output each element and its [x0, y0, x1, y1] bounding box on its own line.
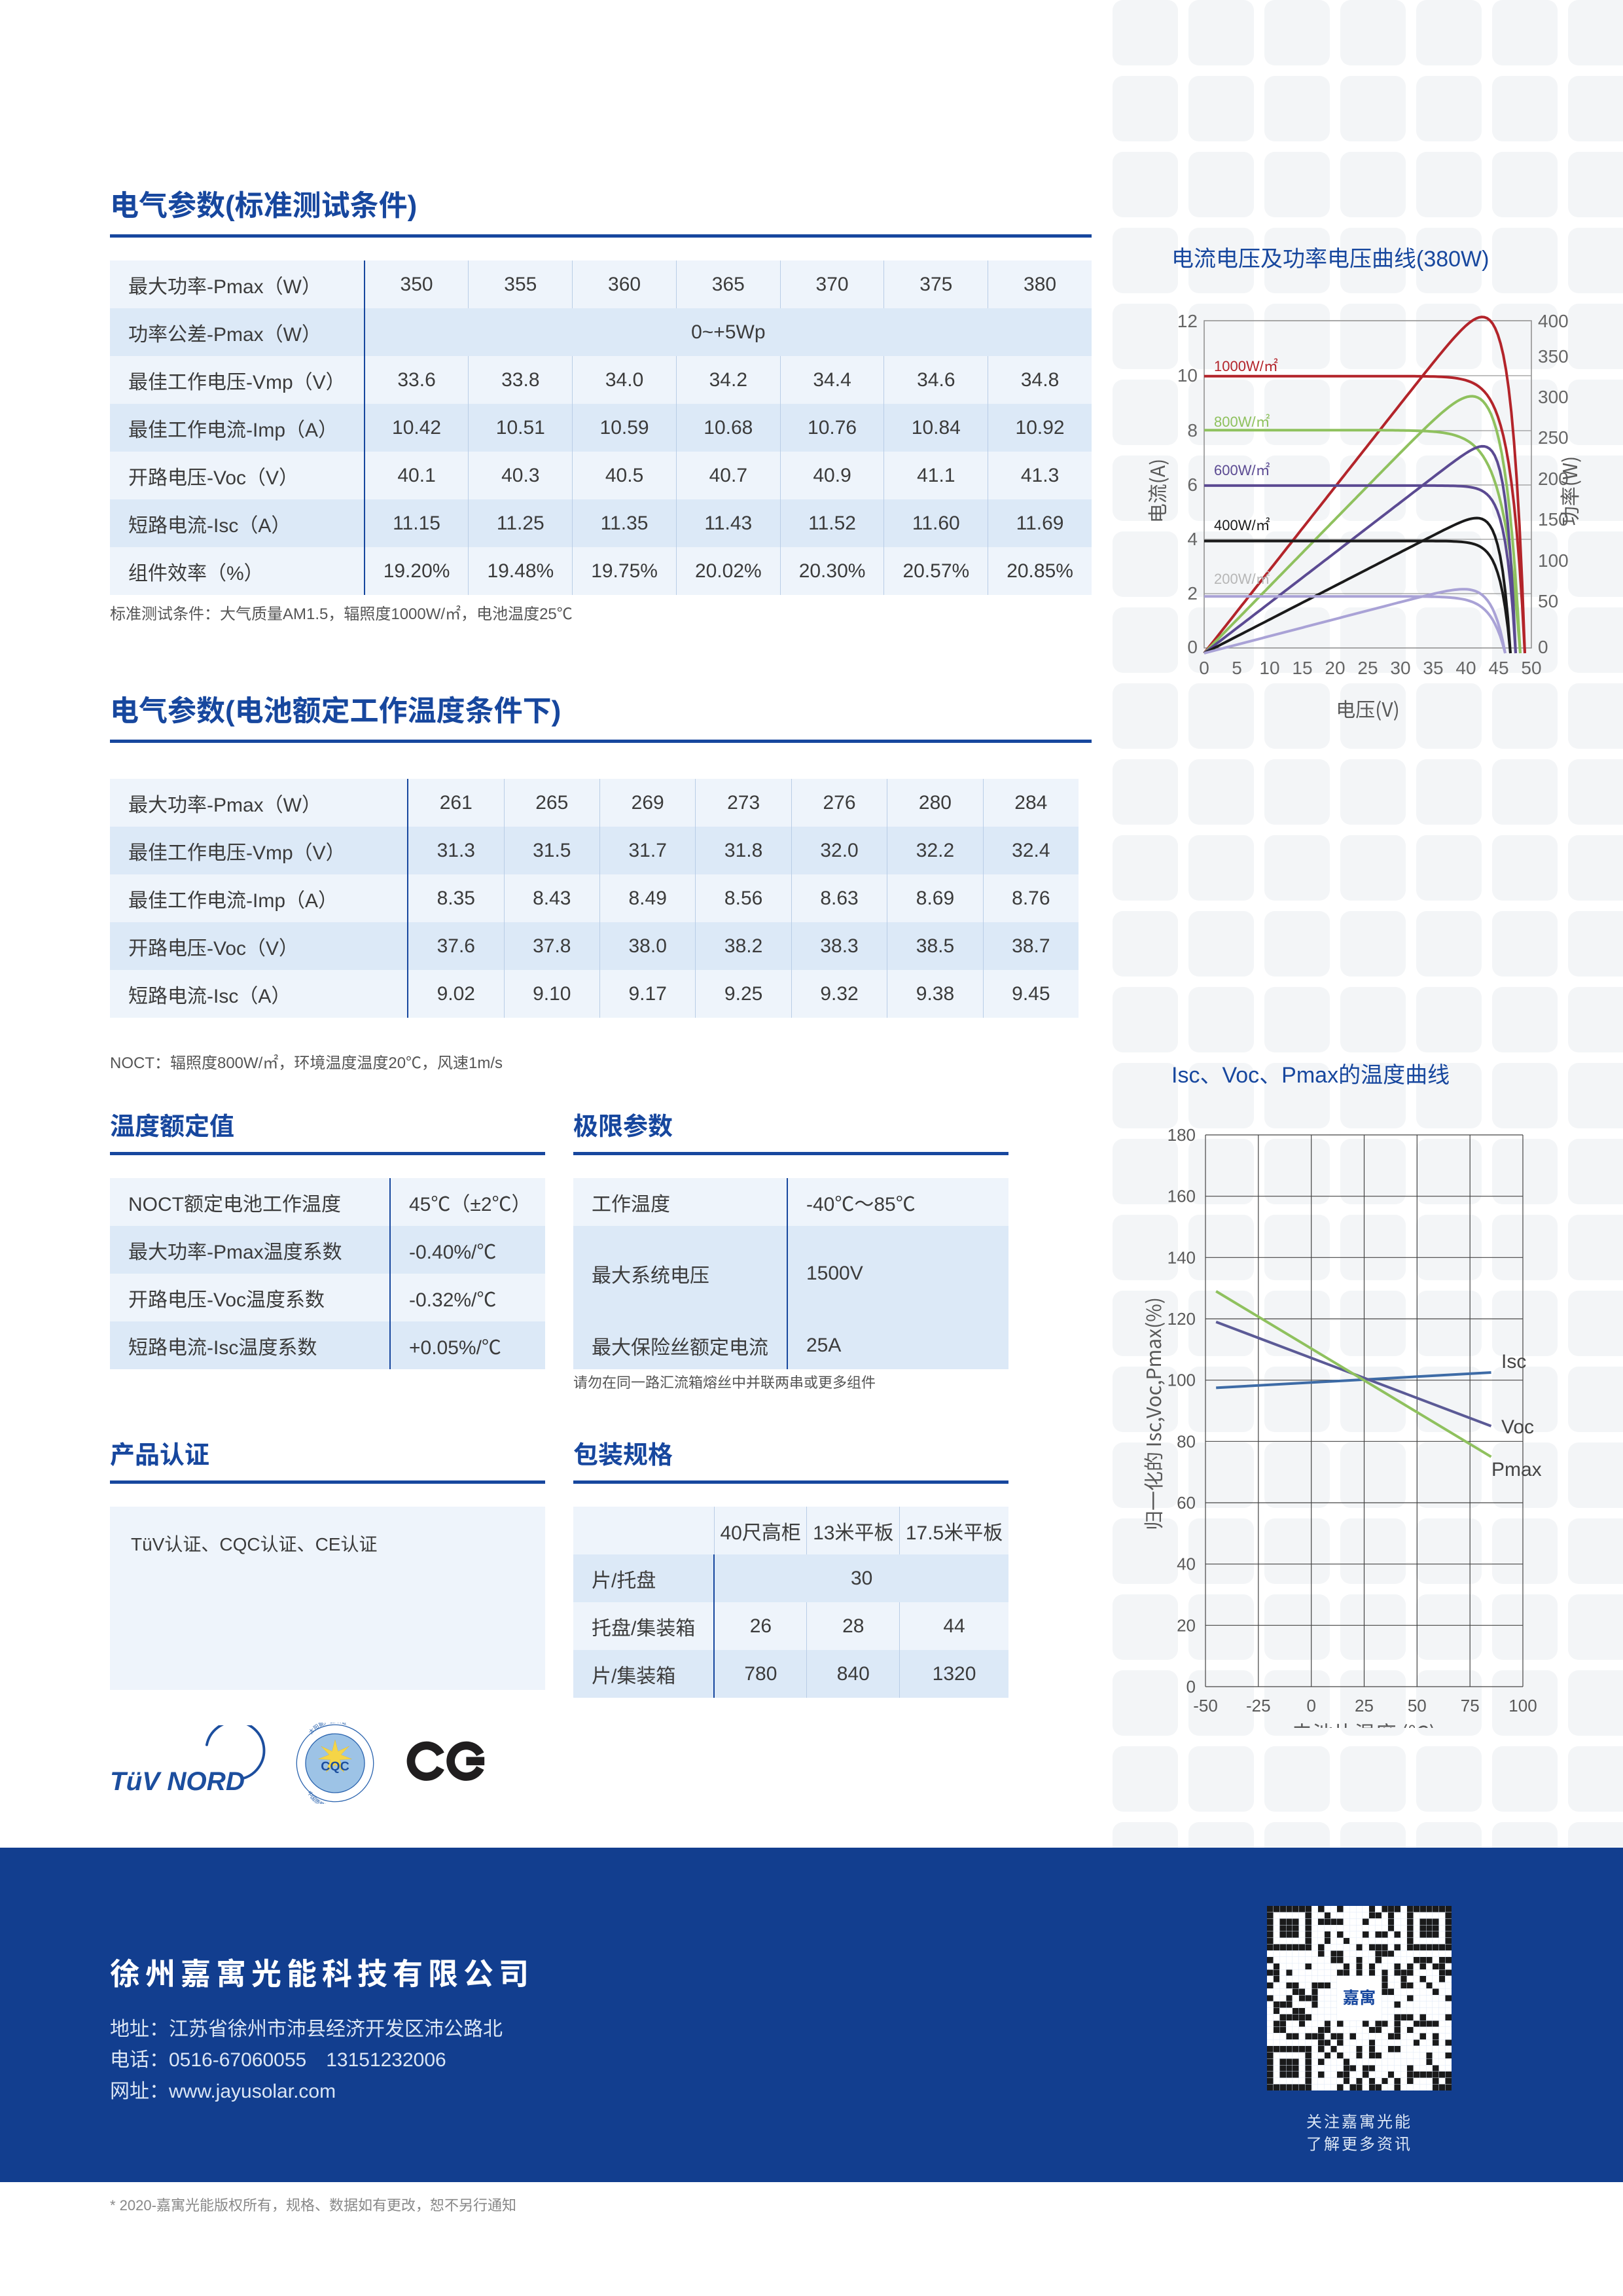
- svg-text:20: 20: [1177, 1615, 1196, 1635]
- svg-text:8: 8: [1187, 420, 1198, 440]
- svg-text:180: 180: [1168, 1125, 1196, 1145]
- svg-text:45: 45: [1488, 658, 1508, 678]
- svg-text:0: 0: [1186, 1677, 1196, 1696]
- svg-text:-25: -25: [1246, 1696, 1271, 1715]
- svg-text:归一化的 Isc,Voc,Pmax(%): 归一化的 Isc,Voc,Pmax(%): [1138, 1297, 1167, 1530]
- svg-text:100: 100: [1508, 1696, 1537, 1715]
- svg-text:40: 40: [1455, 658, 1476, 678]
- svg-text:50: 50: [1521, 658, 1541, 678]
- svg-text:0: 0: [1187, 637, 1198, 657]
- svg-text:60: 60: [1177, 1493, 1196, 1513]
- svg-text:Voc: Voc: [1501, 1416, 1534, 1438]
- svg-text:75: 75: [1461, 1696, 1480, 1715]
- svg-text:嘉寓: 嘉寓: [1343, 1985, 1376, 2009]
- svg-text:80: 80: [1177, 1431, 1196, 1451]
- svg-text:25: 25: [1355, 1696, 1374, 1715]
- svg-text:400: 400: [1538, 311, 1569, 331]
- svg-text:20: 20: [1325, 658, 1345, 678]
- svg-text:50: 50: [1538, 591, 1558, 611]
- svg-text:5: 5: [1232, 658, 1242, 678]
- svg-text:250: 250: [1538, 427, 1569, 448]
- svg-text:100: 100: [1538, 550, 1569, 571]
- svg-text:25: 25: [1357, 658, 1378, 678]
- svg-text:40: 40: [1177, 1554, 1196, 1574]
- svg-text:电池片温度 (℃): 电池片温度 (℃): [1292, 1717, 1436, 1728]
- svg-text:功率(W): 功率(W): [1554, 456, 1583, 526]
- svg-text:200W/㎡: 200W/㎡: [1214, 571, 1270, 587]
- svg-text:50: 50: [1408, 1696, 1427, 1715]
- svg-text:160: 160: [1168, 1187, 1196, 1206]
- svg-text:电压(V): 电压(V): [1336, 694, 1400, 723]
- svg-text:800W/㎡: 800W/㎡: [1214, 414, 1270, 430]
- svg-text:CQC: CQC: [321, 1759, 349, 1774]
- svg-text:120: 120: [1168, 1309, 1196, 1329]
- svg-text:6: 6: [1187, 475, 1198, 495]
- svg-text:TüV NORD: TüV NORD: [110, 1767, 245, 1796]
- svg-text:1000W/㎡: 1000W/㎡: [1214, 358, 1278, 374]
- svg-text:12: 12: [1177, 311, 1198, 331]
- svg-text:15: 15: [1292, 658, 1312, 678]
- svg-text:0: 0: [1199, 658, 1209, 678]
- svg-text:140: 140: [1168, 1247, 1196, 1267]
- svg-text:300: 300: [1538, 387, 1569, 407]
- svg-text:10: 10: [1177, 365, 1198, 386]
- svg-text:4: 4: [1187, 529, 1198, 549]
- svg-text:电流(A): 电流(A): [1145, 459, 1171, 524]
- svg-text:0: 0: [1538, 637, 1548, 657]
- svg-text:0: 0: [1306, 1696, 1315, 1715]
- svg-text:350: 350: [1538, 346, 1569, 367]
- svg-text:30: 30: [1390, 658, 1410, 678]
- svg-text:2: 2: [1187, 583, 1198, 603]
- svg-text:100: 100: [1168, 1371, 1196, 1390]
- svg-text:Isc: Isc: [1501, 1351, 1526, 1372]
- svg-text:35: 35: [1423, 658, 1443, 678]
- svg-text:Pmax: Pmax: [1491, 1459, 1542, 1480]
- svg-text:-50: -50: [1193, 1696, 1218, 1715]
- svg-text:600W/㎡: 600W/㎡: [1214, 462, 1270, 478]
- svg-text:10: 10: [1259, 658, 1279, 678]
- svg-text:400W/㎡: 400W/㎡: [1214, 517, 1270, 533]
